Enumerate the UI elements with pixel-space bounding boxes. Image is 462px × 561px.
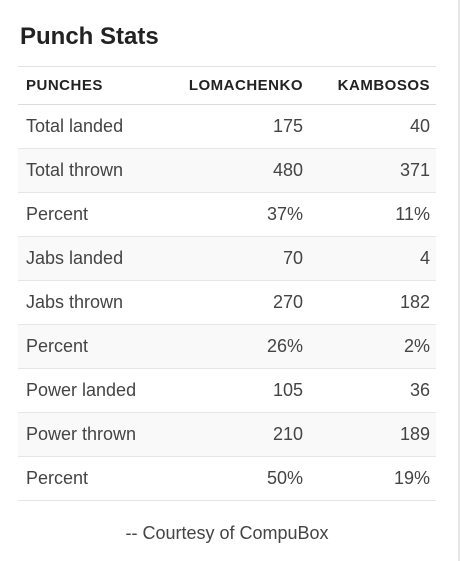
kambosos-value: 36 — [309, 368, 436, 413]
row-label: Jabs landed — [18, 236, 163, 281]
column-header-kambosos: KAMBOSOS — [309, 66, 436, 105]
table-row: Jabs thrown 270 182 — [18, 280, 436, 325]
table-row: Percent 50% 19% — [18, 456, 436, 501]
kambosos-value: 19% — [309, 456, 436, 501]
lomachenko-value: 50% — [163, 456, 309, 501]
row-label: Percent — [18, 192, 163, 237]
table-header-row: PUNCHES LOMACHENKO KAMBOSOS — [18, 66, 436, 105]
table-row: Percent 26% 2% — [18, 324, 436, 369]
kambosos-value: 2% — [309, 324, 436, 369]
kambosos-value: 182 — [309, 280, 436, 325]
row-label: Percent — [18, 324, 163, 369]
lomachenko-value: 70 — [163, 236, 309, 281]
row-label: Total landed — [18, 104, 163, 149]
kambosos-value: 4 — [309, 236, 436, 281]
lomachenko-value: 270 — [163, 280, 309, 325]
row-label: Power landed — [18, 368, 163, 413]
source-credit: -- Courtesy of CompuBox — [125, 523, 329, 543]
table-row: Jabs landed 70 4 — [18, 236, 436, 281]
row-label: Percent — [18, 456, 163, 501]
kambosos-value: 371 — [309, 148, 436, 193]
column-header-punches: PUNCHES — [18, 66, 163, 105]
table-row: Percent 37% 11% — [18, 192, 436, 237]
lomachenko-value: 480 — [163, 148, 309, 193]
row-label: Power thrown — [18, 412, 163, 457]
kambosos-value: 189 — [309, 412, 436, 457]
kambosos-value: 11% — [309, 192, 436, 237]
punch-stats-table: PUNCHES LOMACHENKO KAMBOSOS Total landed… — [18, 66, 436, 501]
page-title: Punch Stats — [20, 23, 159, 50]
table-row: Power thrown 210 189 — [18, 412, 436, 457]
column-header-lomachenko: LOMACHENKO — [163, 66, 309, 105]
lomachenko-value: 37% — [163, 192, 309, 237]
table-row: Total landed 175 40 — [18, 104, 436, 149]
lomachenko-value: 26% — [163, 324, 309, 369]
lomachenko-value: 175 — [163, 104, 309, 149]
lomachenko-value: 105 — [163, 368, 309, 413]
row-label: Total thrown — [18, 148, 163, 193]
row-label: Jabs thrown — [18, 280, 163, 325]
table-row: Power landed 105 36 — [18, 368, 436, 413]
kambosos-value: 40 — [309, 104, 436, 149]
lomachenko-value: 210 — [163, 412, 309, 457]
table-row: Total thrown 480 371 — [18, 148, 436, 193]
